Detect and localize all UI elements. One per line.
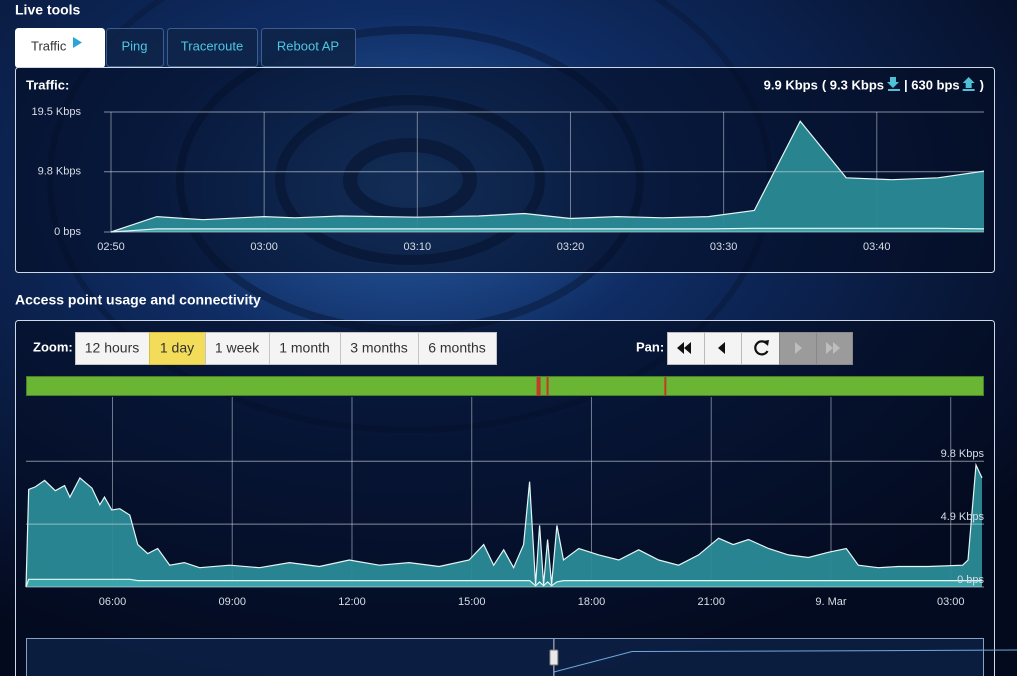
- icon: [826, 342, 840, 354]
- area-line: [25, 578, 982, 588]
- x-tick-label: 9. Mar: [815, 596, 847, 608]
- zoom-button[interactable]: [75, 332, 150, 365]
- x-tick-label: 21:00: [697, 596, 725, 608]
- traffic-panel: [15, 67, 995, 273]
- zoom-button[interactable]: [418, 332, 497, 365]
- y-tick-label: 9.8 Kbps: [941, 448, 985, 460]
- pan-refresh[interactable]: [741, 332, 780, 365]
- pan-label: Pan:: [636, 339, 664, 354]
- zoom-option: 12 hours: [85, 340, 139, 356]
- area-fill: [26, 579, 983, 587]
- traffic-summary: 9.9 Kbps ( 9.3 Kbps | 630 bps ): [764, 77, 984, 92]
- zoom-option: 3 months: [350, 340, 408, 356]
- x-tick-label: 12:00: [338, 596, 366, 608]
- tab[interactable]: [106, 28, 164, 67]
- icon: [795, 342, 802, 354]
- area-line: [110, 227, 985, 233]
- y-tick-label: 19.5 Kbps: [31, 106, 81, 118]
- zoom-button[interactable]: [269, 332, 341, 365]
- tab-label: Traceroute: [181, 38, 243, 53]
- x-tick-label: 03:00: [250, 241, 278, 253]
- icon: [763, 340, 769, 346]
- tab-label: Traffic: [31, 38, 67, 53]
- area-line: [25, 462, 983, 588]
- tab-label: Ping: [121, 38, 147, 53]
- y-tick-label: 0 bps: [54, 226, 81, 238]
- icon: [677, 342, 691, 354]
- connectivity-bar: [26, 376, 984, 396]
- tab[interactable]: [261, 28, 356, 67]
- zoom-option: 6 months: [428, 340, 486, 356]
- area-fill: [111, 121, 984, 232]
- y-tick-label: 4.9 Kbps: [941, 511, 985, 523]
- x-tick-label: 02:50: [97, 241, 125, 253]
- download-rate: ( 9.3 Kbps: [822, 77, 884, 92]
- zoom-button[interactable]: [149, 332, 206, 365]
- summary-close: ): [980, 77, 984, 92]
- x-tick-label: 18:00: [578, 596, 606, 608]
- section-title: Access point usage and connectivity: [15, 292, 261, 308]
- x-tick-label: 03:20: [557, 241, 585, 253]
- y-tick-label: 9.8 Kbps: [38, 166, 82, 178]
- tab-bar: Traffic Ping Traceroute Reboot AP: [15, 28, 356, 68]
- icon: [718, 342, 725, 354]
- zoom-option: 1 week: [215, 340, 260, 356]
- x-tick-label: 03:40: [863, 241, 891, 253]
- x-tick-label: 09:00: [218, 596, 246, 608]
- area-line: [110, 120, 985, 233]
- zoom-label: Zoom:: [33, 339, 73, 354]
- zoom-option: 1 month: [279, 340, 330, 356]
- zoom-option: 1 day: [160, 340, 194, 356]
- total-rate: 9.9 Kbps: [764, 77, 818, 92]
- x-tick-label: 03:00: [937, 596, 965, 608]
- x-tick-label: 06:00: [99, 596, 127, 608]
- upload-icon: [962, 77, 975, 91]
- zoom-buttons: 12 hours 1 day 1 week 1 month 3 months 6 mont…: [75, 332, 497, 365]
- tab-label: Reboot AP: [277, 38, 339, 53]
- x-tick-label: 03:30: [710, 241, 738, 253]
- upload-rate: | 630 bps: [904, 77, 960, 92]
- y-tick-label: 0 bps: [957, 574, 984, 586]
- zoom-button[interactable]: [205, 332, 270, 365]
- download-icon: [886, 77, 900, 91]
- tab[interactable]: [167, 28, 258, 67]
- navigator-handle[interactable]: [549, 649, 559, 666]
- pan-buttons: [667, 332, 853, 365]
- x-tick-label: 03:10: [404, 241, 432, 253]
- area-fill: [26, 465, 983, 587]
- panel-label: Traffic:: [26, 77, 69, 92]
- usage-panel: [15, 320, 995, 676]
- x-tick-label: 15:00: [458, 596, 486, 608]
- charts: 02:50 03:00 03:10 03:20 03:30 03:40 19.5 Kbps 9…: [25, 106, 1017, 676]
- tab-icon: [73, 37, 82, 48]
- zoom-button[interactable]: [340, 332, 419, 365]
- section-title: Live tools: [15, 2, 81, 18]
- navigator: [26, 638, 984, 676]
- icon: [754, 340, 769, 356]
